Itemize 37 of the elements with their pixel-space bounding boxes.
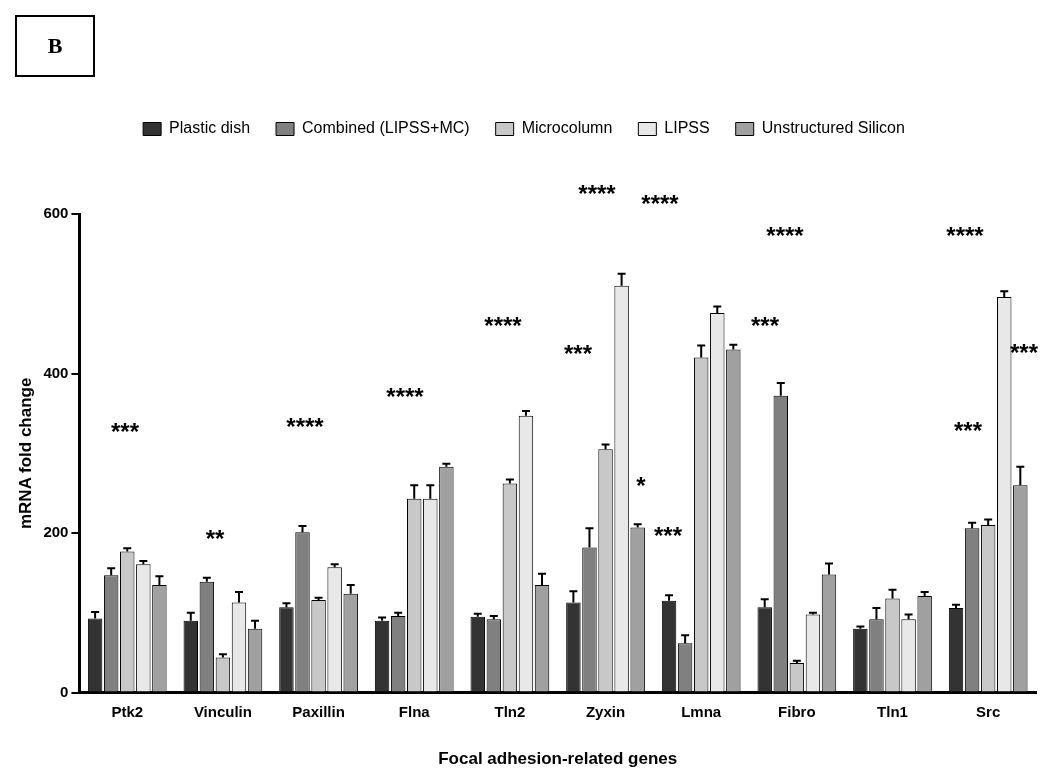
legend-label: Combined (LIPSS+MC) <box>302 119 470 137</box>
annotation: **** <box>766 221 805 249</box>
x-tick-label: Paxillin <box>292 702 345 720</box>
y-tick-label: 0 <box>60 682 69 700</box>
x-tick-label: Vinculin <box>193 702 252 720</box>
legend-label: LIPSS <box>664 119 710 137</box>
x-tick-label: Flna <box>398 702 431 720</box>
text: B <box>15 15 95 77</box>
x-tick-label: Zyxin <box>585 702 626 720</box>
annotation: *** <box>653 521 683 549</box>
annotation: * <box>636 471 647 499</box>
x-tick-label: Src <box>976 702 1001 720</box>
legend-label: Plastic dish <box>169 119 251 137</box>
annotation: **** <box>386 382 425 410</box>
annotation: *** <box>953 416 983 444</box>
y-axis-title: mRNA fold change <box>15 377 35 530</box>
x-tick-label: Tln1 <box>877 702 908 720</box>
legend-label: Microcolumn <box>521 119 613 137</box>
y-tick-label: 400 <box>43 363 69 381</box>
y-tick-label: 200 <box>43 523 69 541</box>
annotation: *** <box>1009 338 1039 366</box>
annotation: *** <box>563 339 593 367</box>
y-tick-label: 600 <box>43 204 69 222</box>
x-tick-label: Tln2 <box>494 702 526 720</box>
text: **** <box>578 179 617 207</box>
annotation: *** <box>750 311 780 339</box>
annotation: **** <box>286 412 325 440</box>
annotation: **** <box>641 189 680 217</box>
x-tick-label: Ptk2 <box>111 702 144 720</box>
x-axis-title: Focal adhesion-related genes <box>438 749 678 769</box>
annotation: **** <box>484 311 523 339</box>
annotation: ** <box>205 524 225 552</box>
legend-label: Unstructured Silicon <box>761 119 905 137</box>
annotation: **** <box>946 221 985 249</box>
x-tick-label: Fibro <box>778 702 816 720</box>
x-tick-label: Lmna <box>681 702 722 720</box>
annotation: *** <box>110 417 140 445</box>
